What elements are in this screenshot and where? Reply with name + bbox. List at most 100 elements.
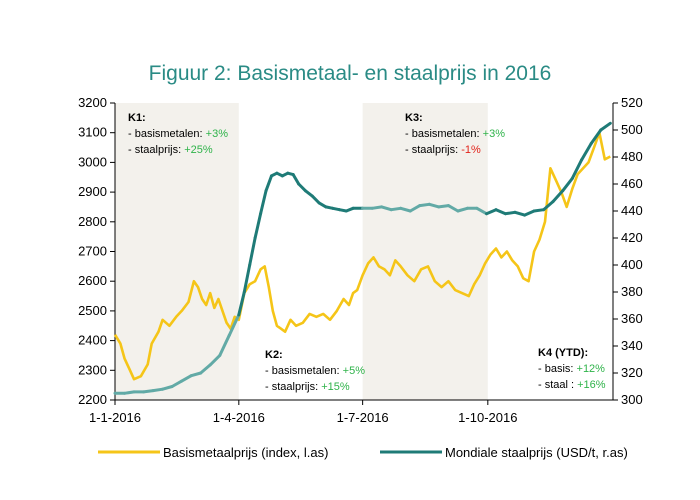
quarter-line: - staal : +16%	[538, 379, 606, 391]
y-left-tick-label: 2600	[78, 273, 107, 288]
y-right-tick-label: 420	[621, 230, 643, 245]
quarter-line-label: - basismetalen:	[405, 128, 483, 140]
series-line-staalprijs-segment	[142, 389, 155, 394]
y-right-tick-label: 320	[621, 365, 643, 380]
quarter-line: - basismetalen: +3%	[128, 128, 228, 140]
quarter-shade-k3	[362, 103, 488, 400]
x-tick-label: 1-1-2016	[89, 410, 141, 425]
y-left-tick-label: 2200	[78, 392, 107, 407]
series-line-staalprijs-segment	[427, 202, 441, 209]
series-line-staalprijs-segment	[189, 371, 203, 378]
quarter-heading: K1:	[128, 112, 146, 124]
series-line-staalprijs-segment	[242, 263, 252, 294]
series-line-staalprijs-segment	[561, 177, 574, 193]
series-line-staalprijs-segment	[504, 210, 517, 216]
x-tick-label: 1-10-2016	[458, 410, 517, 425]
series-line-staalprijs-segment	[208, 353, 222, 367]
series-line-staalprijs-segment	[437, 204, 450, 209]
quarter-line-value: +3%	[483, 128, 506, 140]
series-line-staalprijs-segment	[370, 205, 384, 210]
series-line-staalprijs-segment	[456, 206, 469, 213]
series-line-staalprijs-segment	[513, 210, 527, 217]
series-line-staalprijs-segment	[494, 208, 507, 216]
quarter-line-value: +25%	[184, 144, 213, 156]
series-line-staalprijs-segment	[151, 387, 165, 393]
quarter-line-label: - staal :	[538, 379, 577, 391]
series-line-staalprijs-segment	[551, 189, 565, 203]
series-line-staalprijs-segment	[532, 208, 546, 213]
series-line-staalprijs-segment	[199, 363, 212, 375]
y-right-tick-label: 400	[621, 257, 643, 272]
quarter-line: - staalprijs: +25%	[128, 144, 213, 156]
quarter-line-value: -1%	[461, 144, 481, 156]
series-line-staalprijs-segment	[475, 206, 488, 216]
y-left-tick-label: 3100	[78, 125, 107, 140]
series-line-staalprijs-segment	[570, 158, 584, 181]
y-left-tick-label: 3000	[78, 154, 107, 169]
series-line-staalprijs-segment	[248, 236, 257, 267]
y-left-tick-label: 2900	[78, 184, 107, 199]
y-right-tick-label: 300	[621, 392, 643, 407]
quarter-line: - basismetalen: +5%	[265, 365, 365, 377]
quarter-shade-k1	[115, 103, 239, 400]
y-right-tick-label: 500	[621, 122, 643, 137]
series-line-staalprijs-segment	[180, 374, 193, 383]
series-line-staalprijs-segment	[237, 290, 246, 317]
series-line-staalprijs-segment	[523, 209, 536, 217]
quarter-line-value: +5%	[343, 365, 366, 377]
y-right-tick-label: 360	[621, 311, 643, 326]
y-right-tick-label: 380	[621, 284, 643, 299]
series-line-staalprijs-segment	[399, 206, 412, 213]
quarter-line-value: +15%	[321, 381, 350, 393]
quarter-line: - staalprijs: -1%	[405, 144, 481, 156]
quarter-line-label: - basis:	[538, 363, 577, 375]
series-line-staalprijs-segment	[599, 121, 612, 132]
series-line-staalprijs-segment	[310, 194, 321, 205]
series-lines	[113, 121, 612, 395]
series-line-staalprijs-segment	[170, 379, 184, 388]
y-left-tick-label: 3200	[78, 95, 107, 110]
series-line-staalprijs-segment	[123, 390, 136, 395]
series-line-staalprijs-segment	[485, 208, 498, 216]
quarter-line-label: - staalprijs:	[128, 144, 184, 156]
quarter-line-label: - basismetalen:	[128, 128, 206, 140]
series-line-staalprijs-segment	[297, 182, 307, 193]
quarter-line: - basis: +12%	[538, 363, 605, 375]
legend: Basismetaalprijs (index, l.as) Mondiale …	[98, 445, 628, 460]
series-line-staalprijs-segment	[408, 204, 422, 213]
chart-title: Figuur 2: Basismetaal- en staalprijs in …	[149, 62, 552, 85]
legend-label-staal: Mondiale staalprijs (USD/t, r.as)	[445, 445, 628, 460]
quarter-heading: K4 (YTD):	[538, 347, 588, 359]
quarter-shading	[115, 103, 488, 400]
y-left-tick-label: 2700	[78, 244, 107, 259]
y-right-tick-label: 520	[621, 95, 643, 110]
quarter-line-value: +3%	[206, 128, 229, 140]
series-line-staalprijs-segment	[259, 189, 268, 216]
quarter-line-label: - basismetalen:	[265, 365, 343, 377]
y-right-tick-label: 340	[621, 338, 643, 353]
legend-label-basis: Basismetaalprijs (index, l.as)	[163, 445, 328, 460]
y-left-tick-label: 2800	[78, 214, 107, 229]
y-left-tick-label: 2500	[78, 303, 107, 318]
series-line-staalprijs-segment	[446, 204, 460, 213]
series-line-staalprijs-segment	[380, 205, 393, 212]
quarter-annotations: K1: - basismetalen: +3% - staalprijs: +25%…	[128, 112, 606, 393]
series-line-staalprijs-segment	[161, 385, 174, 391]
series-line-staalprijs-segment	[291, 173, 301, 186]
series-line-basismetaalprijs	[113, 131, 611, 381]
series-line-staalprijs-segment	[580, 142, 593, 162]
quarter-line: - basismetalen: +3%	[405, 128, 505, 140]
x-tick-label: 1-4-2016	[213, 410, 265, 425]
series-line-staalprijs-segment	[253, 212, 263, 240]
series-line-staalprijs-segment	[264, 174, 273, 193]
series-line-staalprijs-segment	[227, 313, 241, 337]
y-left-tick-label: 2300	[78, 362, 107, 377]
quarter-line-value: +12%	[577, 363, 606, 375]
quarter-line-label: - staalprijs:	[405, 144, 461, 156]
quarter-heading: K3:	[405, 112, 423, 124]
quarter-line-value: +16%	[577, 379, 606, 391]
y-right-tick-label: 440	[621, 203, 643, 218]
quarter-line: - staalprijs: +15%	[265, 381, 350, 393]
quarter-line-label: - staalprijs:	[265, 381, 321, 393]
